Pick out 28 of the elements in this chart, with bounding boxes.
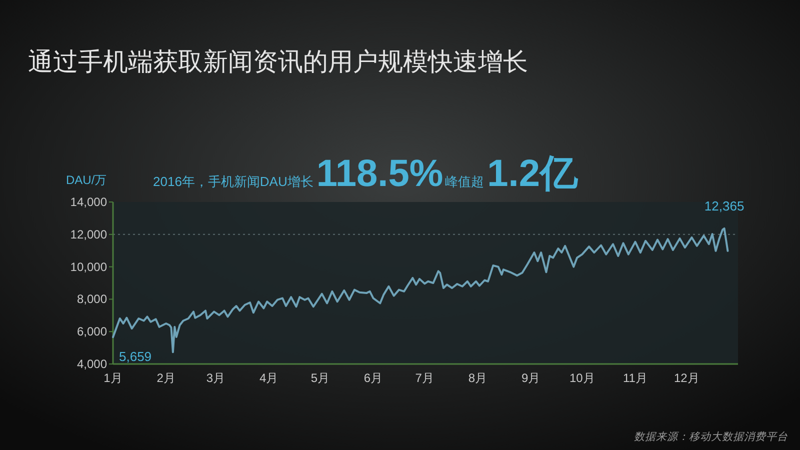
- y-tick-label: 12,000: [70, 227, 108, 242]
- x-tick-label: 2月: [156, 371, 176, 385]
- data-label: 5,659: [119, 349, 152, 364]
- text: 1.2亿: [487, 153, 579, 195]
- x-tick-label: 1月: [104, 371, 122, 385]
- y-tick-label: 8,000: [76, 292, 108, 306]
- y-tick-label: 4,000: [76, 357, 108, 371]
- text: 118.5%: [316, 153, 444, 195]
- x-tick-label: 11月: [623, 371, 648, 385]
- x-tick-label: 10月: [570, 371, 595, 385]
- x-tick-label: 3月: [206, 371, 226, 385]
- y-tick-label: 10,000: [70, 260, 108, 274]
- text: 峰值超: [445, 174, 484, 189]
- text: 2016年，手机新闻DAU增长: [153, 174, 314, 189]
- x-tick-label: 5月: [310, 371, 330, 385]
- x-tick-label: 4月: [259, 371, 278, 385]
- y-tick-label: 6,000: [76, 324, 108, 339]
- x-tick-label: 9月: [521, 371, 540, 385]
- x-tick-label: 8月: [468, 371, 488, 385]
- source-note: 数据来源：移动大数据消费平台: [634, 431, 788, 443]
- data-label: 12,365: [704, 198, 744, 214]
- x-tick-label: 6月: [364, 371, 383, 385]
- x-tick-label: 7月: [415, 371, 434, 385]
- line-series: [112, 227, 729, 354]
- y-tick-label: 14,000: [70, 195, 108, 209]
- y-axis-title: DAU/万: [66, 173, 107, 187]
- chart-title: 通过手机端获取新闻资讯的用户规模快速增长: [28, 48, 528, 76]
- x-tick-label: 12月: [674, 371, 700, 385]
